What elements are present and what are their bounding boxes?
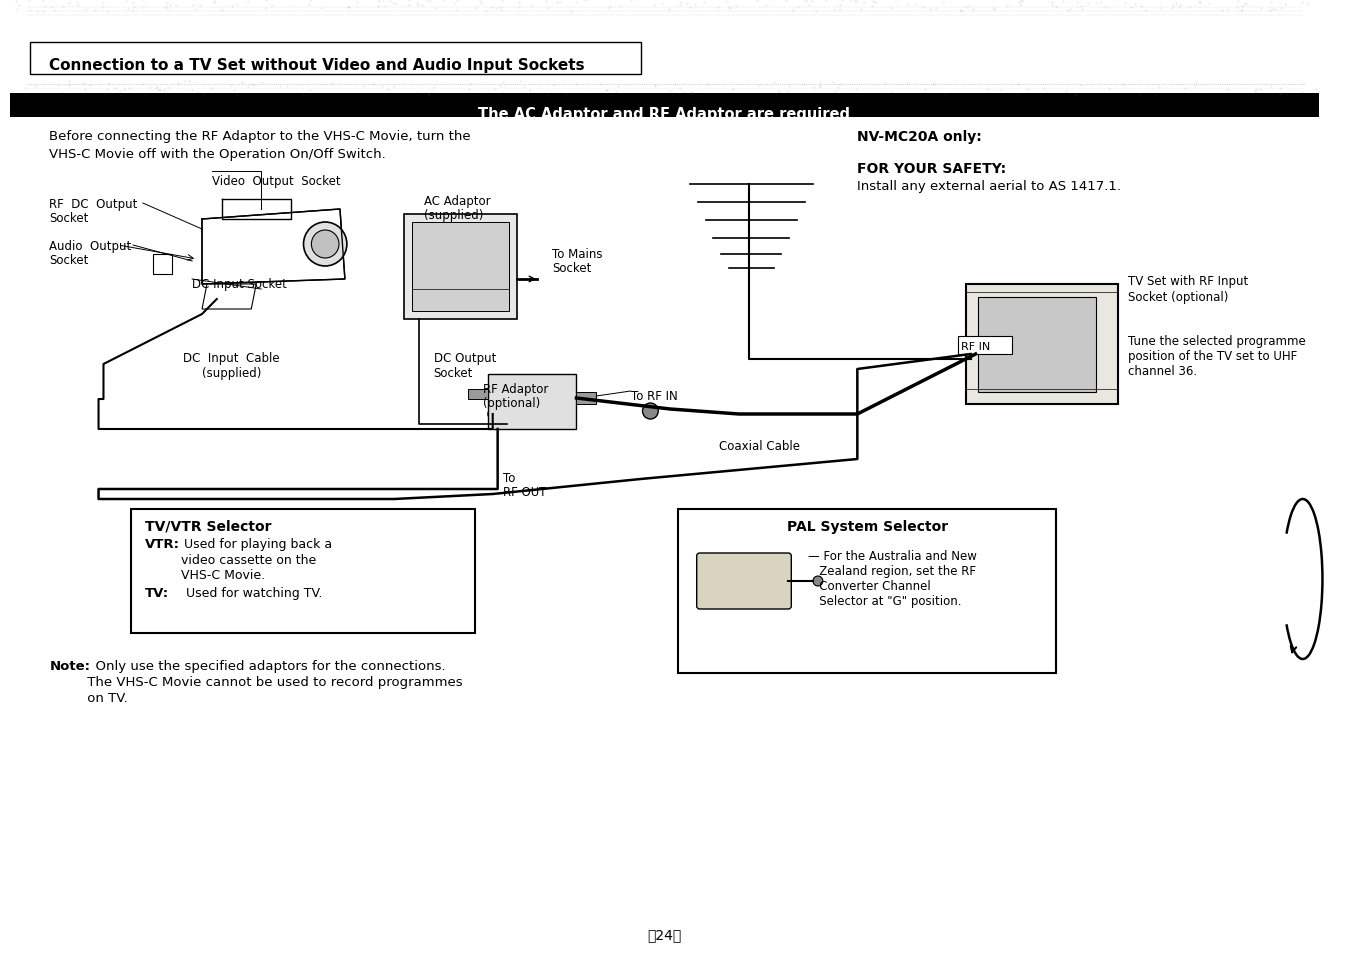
Text: The VHS-C Movie cannot be used to record programmes: The VHS-C Movie cannot be used to record… (50, 676, 463, 688)
Text: To: To (503, 472, 515, 484)
Text: Only use the specified adaptors for the connections.: Only use the specified adaptors for the … (86, 659, 445, 672)
Polygon shape (202, 285, 256, 310)
Text: Install any external aerial to AS 1417.1.: Install any external aerial to AS 1417.1… (858, 180, 1121, 193)
Text: TV/VTR Selector: TV/VTR Selector (144, 519, 271, 534)
Bar (405, 214, 518, 319)
Text: Video  Output  Socket: Video Output Socket (212, 174, 340, 188)
FancyBboxPatch shape (696, 554, 792, 609)
Text: To Mains: To Mains (552, 248, 603, 261)
Text: VTR:: VTR: (144, 537, 179, 551)
Text: Note:: Note: (50, 659, 90, 672)
Text: RF Adaptor: RF Adaptor (483, 382, 548, 395)
Text: Before connecting the RF Adaptor to the VHS-C Movie, turn the: Before connecting the RF Adaptor to the … (50, 130, 471, 143)
Text: Used for playing back a: Used for playing back a (177, 537, 332, 551)
Text: FOR YOUR SAFETY:: FOR YOUR SAFETY: (858, 162, 1006, 175)
Text: VHS-C Movie off with the Operation On/Off Switch.: VHS-C Movie off with the Operation On/Of… (50, 148, 386, 161)
Text: Socket (optional): Socket (optional) (1128, 291, 1229, 304)
Text: Selector at "G" position.: Selector at "G" position. (808, 595, 962, 607)
Text: — For the Australia and New: — For the Australia and New (808, 550, 977, 562)
Bar (958, 336, 1012, 355)
Text: channel 36.: channel 36. (1128, 365, 1198, 377)
Bar (411, 223, 510, 312)
Text: position of the TV set to UHF: position of the TV set to UHF (1128, 350, 1298, 363)
Text: PAL System Selector: PAL System Selector (786, 519, 948, 534)
Text: Audio  Output: Audio Output (50, 240, 131, 253)
Text: TV:: TV: (144, 586, 169, 599)
Circle shape (488, 410, 498, 419)
Circle shape (642, 403, 658, 419)
Polygon shape (202, 210, 345, 285)
Circle shape (312, 231, 339, 258)
Text: Socket: Socket (50, 212, 89, 225)
Bar (576, 393, 596, 405)
Bar (966, 285, 1118, 405)
Circle shape (813, 577, 823, 586)
FancyBboxPatch shape (679, 510, 1056, 673)
Bar (978, 297, 1095, 393)
Text: VHS-C Movie.: VHS-C Movie. (144, 568, 264, 581)
Text: Socket: Socket (50, 253, 89, 267)
FancyBboxPatch shape (131, 510, 475, 634)
Text: NV-MC20A only:: NV-MC20A only: (858, 130, 982, 144)
Text: RF IN: RF IN (960, 341, 990, 352)
Text: DC Input Socket: DC Input Socket (192, 277, 287, 291)
Text: Coaxial Cable: Coaxial Cable (719, 439, 800, 453)
Text: RF  DC  Output: RF DC Output (50, 198, 138, 211)
Text: Zealand region, set the RF: Zealand region, set the RF (808, 564, 977, 578)
Text: TV Set with RF Input: TV Set with RF Input (1128, 274, 1249, 288)
Text: (supplied): (supplied) (202, 367, 262, 379)
Text: DC Output: DC Output (433, 352, 496, 365)
Text: Socket: Socket (552, 262, 591, 274)
Text: video cassette on the: video cassette on the (144, 554, 316, 566)
Text: Tune the selected programme: Tune the selected programme (1128, 335, 1306, 348)
Circle shape (304, 223, 347, 267)
Bar (468, 390, 488, 399)
Text: on TV.: on TV. (50, 691, 128, 704)
Text: Converter Channel: Converter Channel (808, 579, 931, 593)
Bar (488, 375, 576, 430)
Text: (supplied): (supplied) (424, 209, 483, 222)
Bar (152, 254, 173, 274)
Text: 〤24〥: 〤24〥 (648, 927, 681, 941)
Bar (9, 94, 1319, 118)
Text: Connection to a TV Set without Video and Audio Input Sockets: Connection to a TV Set without Video and… (50, 58, 585, 73)
FancyBboxPatch shape (30, 43, 641, 75)
Text: DC  Input  Cable: DC Input Cable (183, 352, 279, 365)
Text: To RF IN: To RF IN (631, 390, 677, 402)
Text: Socket: Socket (433, 367, 473, 379)
Text: RF OUT: RF OUT (503, 485, 546, 498)
Text: Used for watching TV.: Used for watching TV. (170, 586, 322, 599)
Text: AC Adaptor: AC Adaptor (424, 194, 490, 208)
Text: (optional): (optional) (483, 396, 540, 410)
Text: The AC Adaptor and RF Adaptor are required: The AC Adaptor and RF Adaptor are requir… (478, 107, 850, 122)
